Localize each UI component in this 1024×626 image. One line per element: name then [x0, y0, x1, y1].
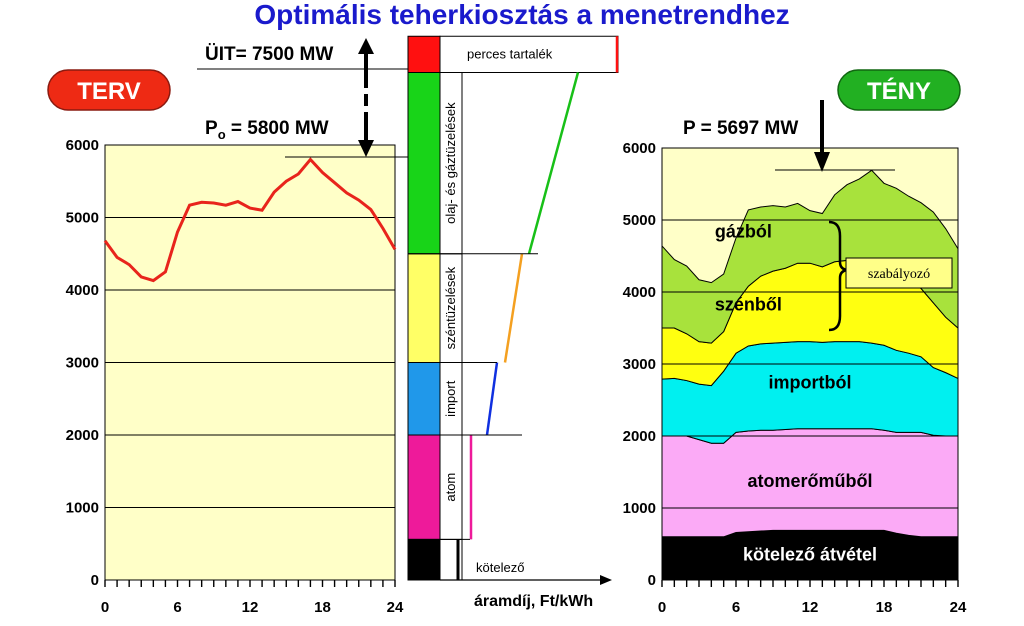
- badge-plan: TERV: [47, 69, 171, 111]
- merit-block-4: [407, 72, 441, 255]
- actual-chart: 0 1000 2000 3000 4000 5000 6000 0 6 12 18 24 kötel…: [623, 140, 967, 616]
- plan-x-tick-label: 0: [101, 599, 109, 616]
- regulating-label: szabályozó: [868, 267, 930, 282]
- plan-load-line: [103, 157, 397, 283]
- actual-x-tick-label: 12: [802, 599, 819, 616]
- plan-y-tick-label: 5000: [66, 210, 99, 227]
- merit-block-1: [407, 434, 441, 540]
- badge-actual-label: TÉNY: [867, 77, 931, 105]
- merit-label: perces tartalék: [467, 46, 553, 61]
- plan-y-tick-label: 6000: [66, 137, 99, 154]
- plan-y-tick-label: 2000: [66, 427, 99, 444]
- actual-area-label: kötelező átvétel: [743, 545, 877, 565]
- merit-block-3: [407, 253, 441, 363]
- merit-label-cell-5: [439, 35, 619, 73]
- actual-area-4: [661, 169, 959, 344]
- actual-x-tick-label: 6: [732, 599, 740, 616]
- merit-block-2: [407, 362, 441, 436]
- actual-x-tick-label: 18: [876, 599, 893, 616]
- down-arrow-icon: [358, 112, 374, 157]
- merit-label: import: [443, 380, 458, 417]
- actual-x-tick-label: 0: [658, 599, 666, 616]
- plan-y-tick-label: 1000: [66, 500, 99, 517]
- merit-cost-line-3: [503, 253, 524, 363]
- actual-y-tick-label: 0: [648, 572, 656, 589]
- badge-plan-label: TERV: [77, 78, 141, 105]
- regulating-box: szabályozó: [845, 257, 953, 289]
- p-actual-label: P = 5697 MW: [683, 118, 798, 139]
- merit-label: atom: [443, 473, 458, 502]
- actual-y-tick-label: 5000: [623, 212, 656, 229]
- uit-label: ÜIT= 7500 MW: [205, 44, 333, 65]
- badge-actual: TÉNY: [837, 69, 961, 111]
- merit-block-0: [407, 538, 441, 581]
- plan-y-tick-label: 0: [91, 572, 99, 589]
- plan-y-tick-label: 4000: [66, 282, 99, 299]
- merit-label: olaj- és gáztüzelések: [443, 102, 458, 224]
- merit-label: széntüzelések: [443, 266, 458, 349]
- merit-block-5: [407, 35, 441, 73]
- up-arrow-icon: [358, 38, 374, 88]
- plan-x-tick-label: 24: [387, 599, 404, 616]
- actual-y-tick-label: 3000: [623, 356, 656, 373]
- actual-y-tick-label: 6000: [623, 140, 656, 157]
- price-axis-label: áramdíj, Ft/kWh: [474, 593, 593, 610]
- plan-x-tick-label: 6: [173, 599, 181, 616]
- merit-label: kötelező: [476, 560, 524, 575]
- actual-area-label: gázból: [715, 221, 772, 241]
- merit-cost-line-4: [527, 72, 580, 255]
- actual-y-tick-label: 4000: [623, 284, 656, 301]
- actual-area-label: importból: [769, 372, 852, 392]
- actual-y-tick-label: 1000: [623, 500, 656, 517]
- plan-chart: 0 1000 2000 3000 4000 5000 6000 0 6 12 18 24: [66, 137, 404, 616]
- page-title: Optimális teherkiosztás a menetrendhez: [254, 0, 789, 30]
- actual-area-label: szénből: [715, 295, 782, 315]
- actual-area-label: atomerőműből: [747, 471, 872, 491]
- down-arrow-icon: [814, 100, 830, 172]
- merit-cost-line-2: [485, 362, 499, 436]
- actual-x-tick-label: 24: [950, 599, 967, 616]
- po-label: Po = 5800 MW: [205, 118, 329, 142]
- plan-x-tick-label: 18: [314, 599, 331, 616]
- plan-x-tick-label: 12: [242, 599, 259, 616]
- plan-y-tick-label: 3000: [66, 355, 99, 372]
- actual-y-tick-label: 2000: [623, 428, 656, 445]
- merit-order-chart: kötelező atom import széntüzelések olaj- és …: [407, 35, 619, 581]
- price-axis: [440, 575, 612, 585]
